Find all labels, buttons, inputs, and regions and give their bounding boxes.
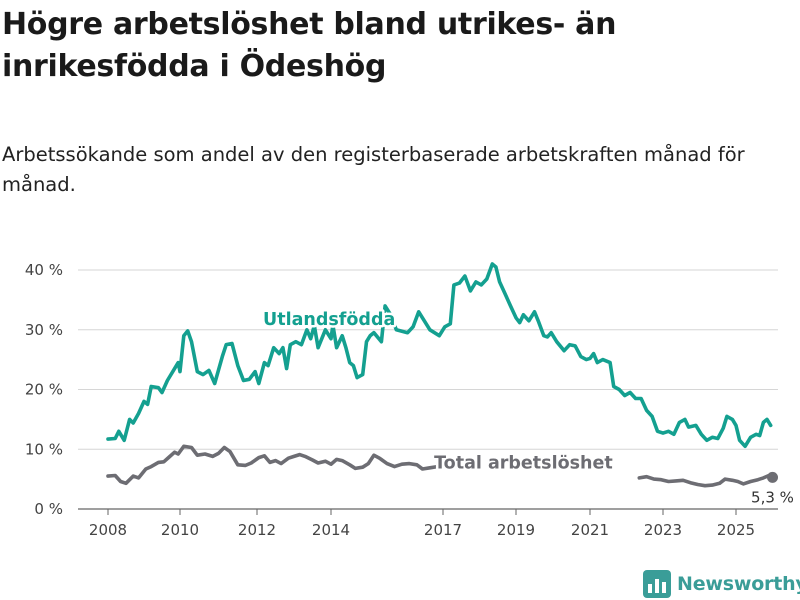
series-label: Total arbetslöshet [434,453,613,473]
x-tick-label: 2025 [717,521,755,539]
chart-subtitle: Arbetssökande som andel av den registerb… [2,143,745,196]
brand-name: Newsworthy [677,573,800,595]
y-tick-label: 40 % [25,261,63,279]
end-value-dot [767,471,778,483]
y-tick-label: 10 % [25,440,63,458]
x-tick-label: 2014 [312,521,350,539]
brand-logo: Newsworthy [643,568,800,600]
x-tick-label: 2023 [644,521,682,539]
bar-chart-logo-icon [643,570,671,598]
series-line-total-recent [637,473,775,488]
y-tick-label: 20 % [25,381,63,399]
series-label: Utlandsfödda [263,310,395,330]
y-tick-label: 30 % [25,321,63,339]
x-tick-label: 2021 [571,521,609,539]
series-line-utlandsfodda [106,262,773,449]
x-tick-label: 2012 [238,521,276,539]
x-tick-label: 2017 [424,521,462,539]
series-line-total [106,444,460,486]
x-tick-label: 2010 [161,521,199,539]
end-value-label: 5,3 % [751,488,794,506]
x-tick-label: 2008 [89,521,127,539]
chart-title: Högre arbetslöshet bland utrikes- än inr… [2,7,617,84]
x-tick-label: 2019 [497,521,535,539]
y-tick-label: 0 % [34,500,63,518]
